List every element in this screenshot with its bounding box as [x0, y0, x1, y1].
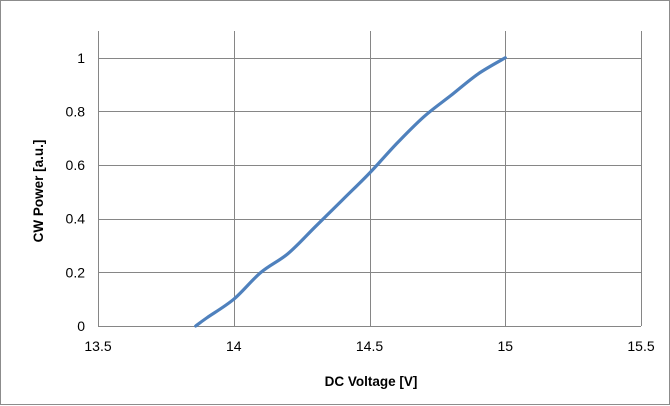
- y-axis-title: CW Power [a.u.]: [31, 140, 46, 243]
- tick-labels: 13.5 14 14.5 15 15.5 0 0.2 0.4 0.6 0.8 1: [66, 50, 655, 354]
- y-tick-label: 0.2: [66, 264, 86, 280]
- y-tick-label: 0.4: [66, 211, 86, 227]
- series-line: [194, 56, 507, 328]
- y-tick-label: 1: [77, 50, 85, 66]
- x-tick-label: 13.5: [84, 338, 111, 354]
- y-tick-label: 0.8: [66, 103, 86, 119]
- x-tick-label: 14.5: [356, 338, 383, 354]
- x-tick-label: 15.5: [627, 338, 654, 354]
- x-tick-label: 15: [497, 338, 513, 354]
- y-tick-label: 0.6: [66, 157, 86, 173]
- x-axis-title: DC Voltage [V]: [325, 374, 418, 389]
- x-tick-label: 14: [226, 338, 242, 354]
- series-layer: [194, 56, 507, 328]
- gridlines: [98, 31, 642, 327]
- y-tick-label: 0: [77, 318, 85, 334]
